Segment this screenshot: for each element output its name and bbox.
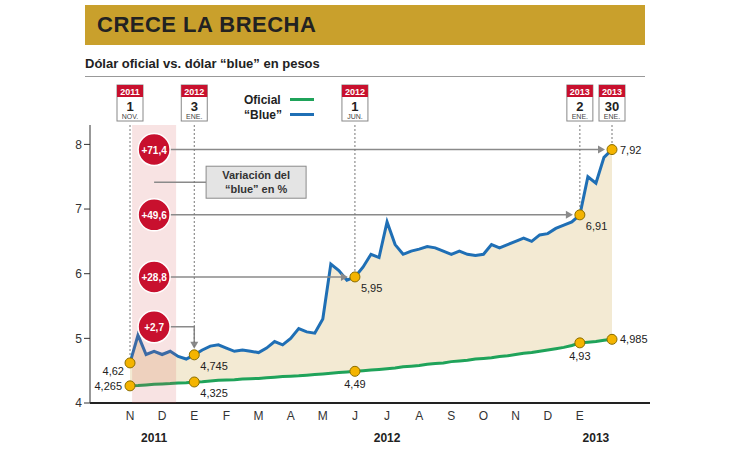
svg-text:F: F (223, 409, 230, 423)
svg-text:S: S (447, 409, 455, 423)
svg-text:N: N (511, 409, 520, 423)
svg-text:4,49: 4,49 (344, 378, 365, 390)
svg-text:5: 5 (75, 332, 82, 346)
svg-text:1: 1 (351, 99, 358, 114)
svg-text:2: 2 (576, 99, 583, 114)
svg-text:4,325: 4,325 (200, 387, 228, 399)
html-text:“Blue”: “Blue” (244, 107, 282, 122)
svg-text:E: E (576, 409, 584, 423)
svg-text:2013: 2013 (602, 87, 622, 97)
svg-text:4: 4 (75, 396, 82, 410)
svg-text:2013: 2013 (570, 87, 590, 97)
svg-text:J: J (352, 409, 358, 423)
svg-text:1: 1 (126, 99, 133, 114)
svg-text:2012: 2012 (184, 87, 204, 97)
svg-text:+49,6: +49,6 (141, 210, 167, 221)
svg-text:4,265: 4,265 (94, 380, 122, 392)
svg-text:A: A (415, 409, 423, 423)
svg-text:N: N (126, 409, 135, 423)
svg-text:7,92: 7,92 (620, 144, 641, 156)
svg-text:M: M (318, 409, 328, 423)
svg-text:2012: 2012 (374, 431, 401, 445)
svg-text:A: A (287, 409, 295, 423)
svg-text:J: J (384, 409, 390, 423)
svg-text:+71,4: +71,4 (141, 145, 167, 156)
svg-text:8: 8 (75, 138, 82, 152)
svg-text:NOV.: NOV. (122, 113, 139, 120)
svg-text:2011: 2011 (141, 431, 167, 445)
svg-text:6: 6 (75, 267, 82, 281)
svg-text:4,985: 4,985 (620, 333, 648, 345)
html-text:Oficial: Oficial (244, 92, 281, 107)
svg-text:3: 3 (191, 99, 198, 114)
svg-text:2011: 2011 (120, 87, 140, 97)
svg-text:M: M (254, 409, 264, 423)
svg-text:+28,8: +28,8 (141, 272, 167, 283)
svg-text:Variación del: Variación del (222, 169, 290, 181)
svg-text:+2,7: +2,7 (144, 322, 164, 333)
svg-text:2012: 2012 (345, 87, 365, 97)
svg-text:5,95: 5,95 (361, 282, 382, 294)
svg-text:4,93: 4,93 (569, 350, 590, 362)
svg-text:ENE.: ENE. (604, 113, 620, 120)
svg-text:7: 7 (75, 202, 82, 216)
svg-text:ENE.: ENE. (186, 113, 202, 120)
svg-text:D: D (543, 409, 552, 423)
svg-text:ENE.: ENE. (572, 113, 588, 120)
html-text:Dólar oficial vs. dólar “blue”: Dólar oficial vs. dólar “blue” en pesos (85, 56, 320, 71)
svg-text:4,745: 4,745 (200, 360, 228, 372)
svg-text:30: 30 (605, 99, 619, 114)
svg-text:2013: 2013 (583, 431, 610, 445)
html-text:CRECE LA BRECHA: CRECE LA BRECHA (97, 12, 317, 37)
svg-text:D: D (158, 409, 167, 423)
svg-text:4,62: 4,62 (103, 365, 124, 377)
svg-text:6,91: 6,91 (586, 220, 607, 232)
svg-text:“blue” en %: “blue” en % (225, 183, 288, 195)
svg-text:O: O (479, 409, 488, 423)
svg-text:JUN.: JUN. (347, 113, 363, 120)
svg-text:E: E (190, 409, 198, 423)
